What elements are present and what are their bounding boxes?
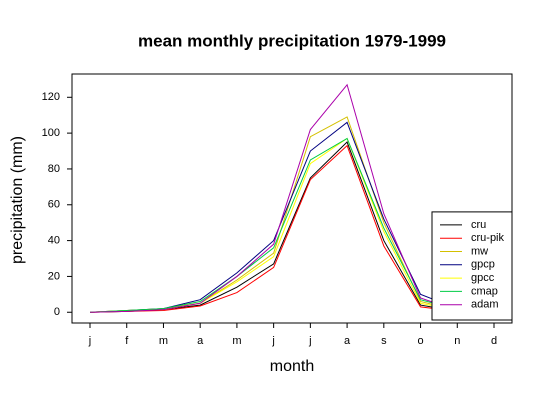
x-tick-label: a bbox=[344, 335, 351, 347]
legend-label: mw bbox=[471, 245, 488, 257]
x-tick-label: j bbox=[308, 335, 311, 347]
legend-label: adam bbox=[471, 299, 499, 311]
x-tick-label: n bbox=[454, 335, 460, 347]
x-tick-label: m bbox=[159, 335, 168, 347]
legend-label: gpcp bbox=[471, 259, 495, 271]
x-tick-label: f bbox=[125, 335, 129, 347]
x-tick-label: s bbox=[381, 335, 387, 347]
y-tick-label: 40 bbox=[48, 235, 60, 247]
y-tick-label: 60 bbox=[48, 199, 60, 211]
series-line bbox=[89, 83, 495, 313]
x-tick-label: j bbox=[88, 335, 91, 347]
x-tick-label: j bbox=[271, 335, 274, 347]
legend-box bbox=[431, 211, 513, 321]
legend-label: cru-pik bbox=[471, 232, 505, 244]
legend-label: cmap bbox=[471, 285, 498, 297]
x-tick-label: o bbox=[417, 335, 423, 347]
y-tick-label: 120 bbox=[42, 91, 60, 103]
x-tick-label: m bbox=[232, 335, 241, 347]
y-tick-label: 80 bbox=[48, 163, 60, 175]
y-axis-label: precipitation (mm) bbox=[9, 136, 26, 264]
legend-label: cru bbox=[471, 219, 486, 231]
x-axis-label: month bbox=[270, 358, 314, 375]
plot-frame bbox=[71, 73, 513, 324]
y-tick-label: 100 bbox=[42, 127, 60, 139]
y-tick-label: 0 bbox=[54, 306, 60, 318]
x-tick-label: d bbox=[491, 335, 497, 347]
series-line bbox=[89, 144, 495, 313]
legend-label: gpcc bbox=[471, 272, 495, 284]
series-line bbox=[89, 137, 495, 313]
x-tick-label: a bbox=[197, 335, 204, 347]
chart-title: mean monthly precipitation 1979-1999 bbox=[138, 31, 446, 50]
y-tick-label: 20 bbox=[48, 270, 60, 282]
